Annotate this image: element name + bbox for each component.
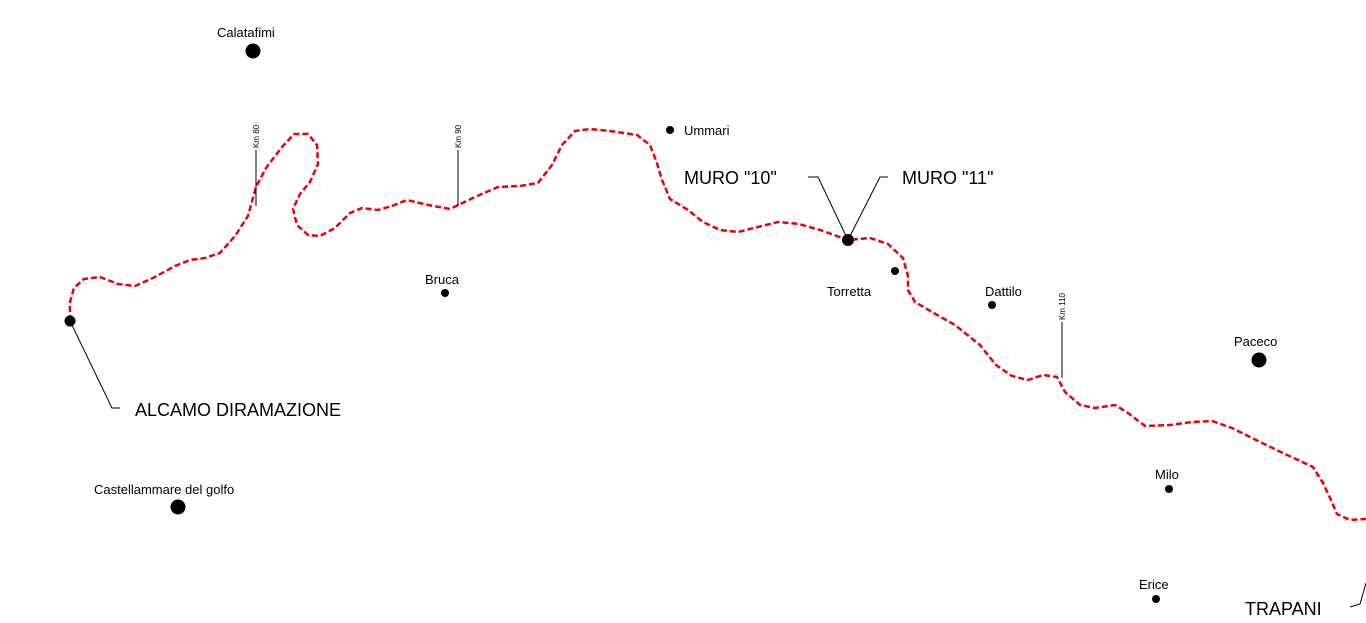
alcamo-leader xyxy=(69,320,120,409)
paceco-dot xyxy=(1251,352,1267,368)
calatafimi-label: Calatafimi xyxy=(217,25,275,40)
milo-label: Milo xyxy=(1155,467,1179,482)
erice-dot xyxy=(1152,595,1160,603)
dattilo-dot xyxy=(988,301,996,309)
ummari-dot xyxy=(666,126,674,134)
muro10-label: MURO "10" xyxy=(684,168,777,188)
paceco-label: Paceco xyxy=(1234,334,1277,349)
muro11-leader xyxy=(847,176,888,241)
dattilo-label: Dattilo xyxy=(985,284,1022,299)
milo-dot xyxy=(1165,485,1173,493)
bruca-label: Bruca xyxy=(425,272,460,287)
torretta-dot xyxy=(891,267,899,275)
trapani-leader xyxy=(1349,582,1366,608)
castellammare-label: Castellammare del golfo xyxy=(94,482,234,497)
railway-line xyxy=(68,127,1366,522)
calatafimi-dot xyxy=(245,43,261,59)
muro11-label: MURO "11" xyxy=(902,168,993,188)
ummari-label: Ummari xyxy=(684,123,730,138)
km90-label: Km 90 xyxy=(454,124,463,148)
alcamo-label: ALCAMO DIRAMAZIONE xyxy=(135,400,341,420)
km80-label: Km 80 xyxy=(252,124,261,148)
muro10-leader xyxy=(808,176,849,241)
km110-label: Km 110 xyxy=(1058,292,1067,320)
bruca-dot xyxy=(441,289,449,297)
castellammare-dot xyxy=(170,499,186,515)
trapani-label: TRAPANI xyxy=(1245,599,1322,619)
torretta-label: Torretta xyxy=(827,284,872,299)
erice-label: Erice xyxy=(1139,577,1169,592)
